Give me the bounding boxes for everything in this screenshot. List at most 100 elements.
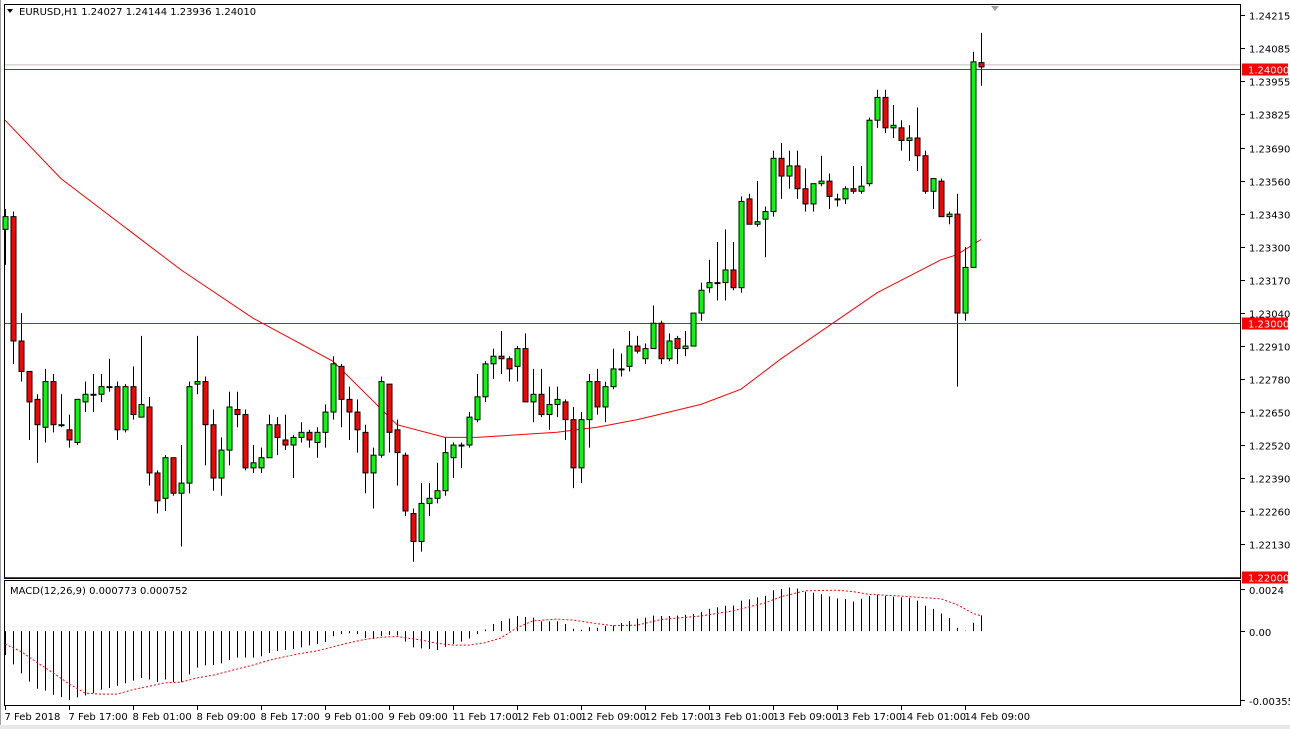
candle-body xyxy=(242,414,249,469)
candle-body xyxy=(378,381,385,456)
chart-shift-marker-icon[interactable] xyxy=(991,6,999,11)
price-tick-label: 1.22260 xyxy=(1249,508,1290,519)
candle-body xyxy=(122,386,129,431)
candle-body xyxy=(194,381,201,385)
bullish-candle xyxy=(554,386,561,418)
candle-body xyxy=(346,398,353,413)
candle-body xyxy=(306,431,313,441)
bullish-candle xyxy=(90,373,97,413)
bearish-candle xyxy=(234,391,241,428)
candle-body xyxy=(914,137,921,157)
price-tick-label: 1.23170 xyxy=(1249,277,1290,288)
bearish-candle xyxy=(402,452,409,517)
candle-body xyxy=(50,381,57,426)
bullish-candle xyxy=(642,343,649,364)
candle-body xyxy=(82,393,89,403)
bullish-candle xyxy=(930,178,937,210)
candle-body xyxy=(850,188,857,192)
candle-body xyxy=(866,119,873,185)
bullish-candle xyxy=(626,330,633,372)
bullish-candle xyxy=(698,282,705,321)
candle-body xyxy=(114,386,121,431)
candle-body xyxy=(2,216,9,230)
candle-body xyxy=(738,200,745,289)
candle-body xyxy=(58,424,65,427)
triangle-down-icon[interactable] xyxy=(7,9,13,13)
candle-body xyxy=(234,409,241,416)
candle-body xyxy=(218,449,225,479)
bullish-candle xyxy=(138,335,145,418)
bullish-candle xyxy=(418,483,425,552)
candle-body xyxy=(810,183,817,205)
price-tick-label: 1.22910 xyxy=(1249,343,1290,354)
candle-body xyxy=(802,188,809,205)
price-axis[interactable]: 1.24215 1.24085 1.23955 1.23825 1.23690 1.235… xyxy=(1241,12,1290,709)
bearish-candle xyxy=(562,399,569,440)
bullish-candle xyxy=(298,422,305,443)
macd-title: MACD(12,26,9) 0.000773 0.000752 xyxy=(10,586,188,597)
bearish-candle xyxy=(50,373,57,433)
candle-body xyxy=(602,386,609,408)
time-axis[interactable]: 7 Feb 2018 7 Feb 17:00 8 Feb 01:00 8 Feb 09… xyxy=(0,706,1290,729)
bearish-candle xyxy=(730,242,737,291)
candle-body xyxy=(178,482,185,494)
candle-body xyxy=(570,419,577,469)
bearish-candle xyxy=(394,419,401,486)
price-tick-label: 1.22650 xyxy=(1249,409,1290,420)
bullish-candle xyxy=(682,330,689,357)
bullish-candle xyxy=(122,384,129,433)
bearish-candle xyxy=(386,383,393,453)
candle-body xyxy=(754,221,761,225)
candle-body xyxy=(226,406,233,451)
bullish-candle xyxy=(618,353,625,377)
candle-body xyxy=(562,401,569,421)
bullish-candle xyxy=(162,455,169,512)
bearish-candle xyxy=(794,150,801,199)
candle-body xyxy=(10,216,17,342)
bullish-candle xyxy=(946,211,953,225)
candle-body xyxy=(698,289,705,314)
price-tick-label: 1.23690 xyxy=(1249,145,1290,156)
price-tick-label: 1.24085 xyxy=(1249,45,1290,56)
candle-body xyxy=(322,411,329,433)
bullish-candle xyxy=(842,186,849,204)
bullish-candle xyxy=(314,427,321,458)
bearish-candle xyxy=(498,330,505,374)
candle-body xyxy=(474,396,481,421)
macd-signal-line xyxy=(4,589,982,695)
bullish-candle xyxy=(442,437,449,496)
candle-body xyxy=(666,340,673,360)
candle-body xyxy=(210,424,217,479)
macd-tick-label: 0.00 xyxy=(1249,628,1271,639)
price-tick-label: 1.22390 xyxy=(1249,475,1290,486)
macd-panel[interactable] xyxy=(4,580,1241,706)
bullish-candle xyxy=(178,445,185,547)
bullish-candle xyxy=(962,247,969,321)
bearish-candle xyxy=(898,120,905,151)
candle-body xyxy=(882,96,889,129)
candle-body xyxy=(778,157,785,177)
bearish-candle xyxy=(570,406,577,489)
main-price-panel[interactable] xyxy=(4,4,1241,579)
candle-body xyxy=(826,180,833,197)
candle-body xyxy=(74,398,81,443)
candle-body xyxy=(298,431,305,438)
bullish-candle xyxy=(738,196,745,293)
bullish-candle xyxy=(714,242,721,301)
bearish-candle xyxy=(954,193,961,387)
candle-body xyxy=(98,386,105,395)
bullish-candle xyxy=(434,462,441,504)
candle-body xyxy=(458,444,465,447)
candle-body xyxy=(930,178,937,192)
candle-body xyxy=(426,497,433,504)
candle-body xyxy=(770,157,777,213)
moving-average-layer xyxy=(4,119,982,438)
candle-body xyxy=(66,429,73,441)
candle-body xyxy=(330,363,337,413)
bullish-candle xyxy=(722,229,729,301)
time-tick-label: 12 Feb 17:00 xyxy=(645,712,711,723)
candle-body xyxy=(938,180,945,218)
candle-body xyxy=(450,444,457,459)
